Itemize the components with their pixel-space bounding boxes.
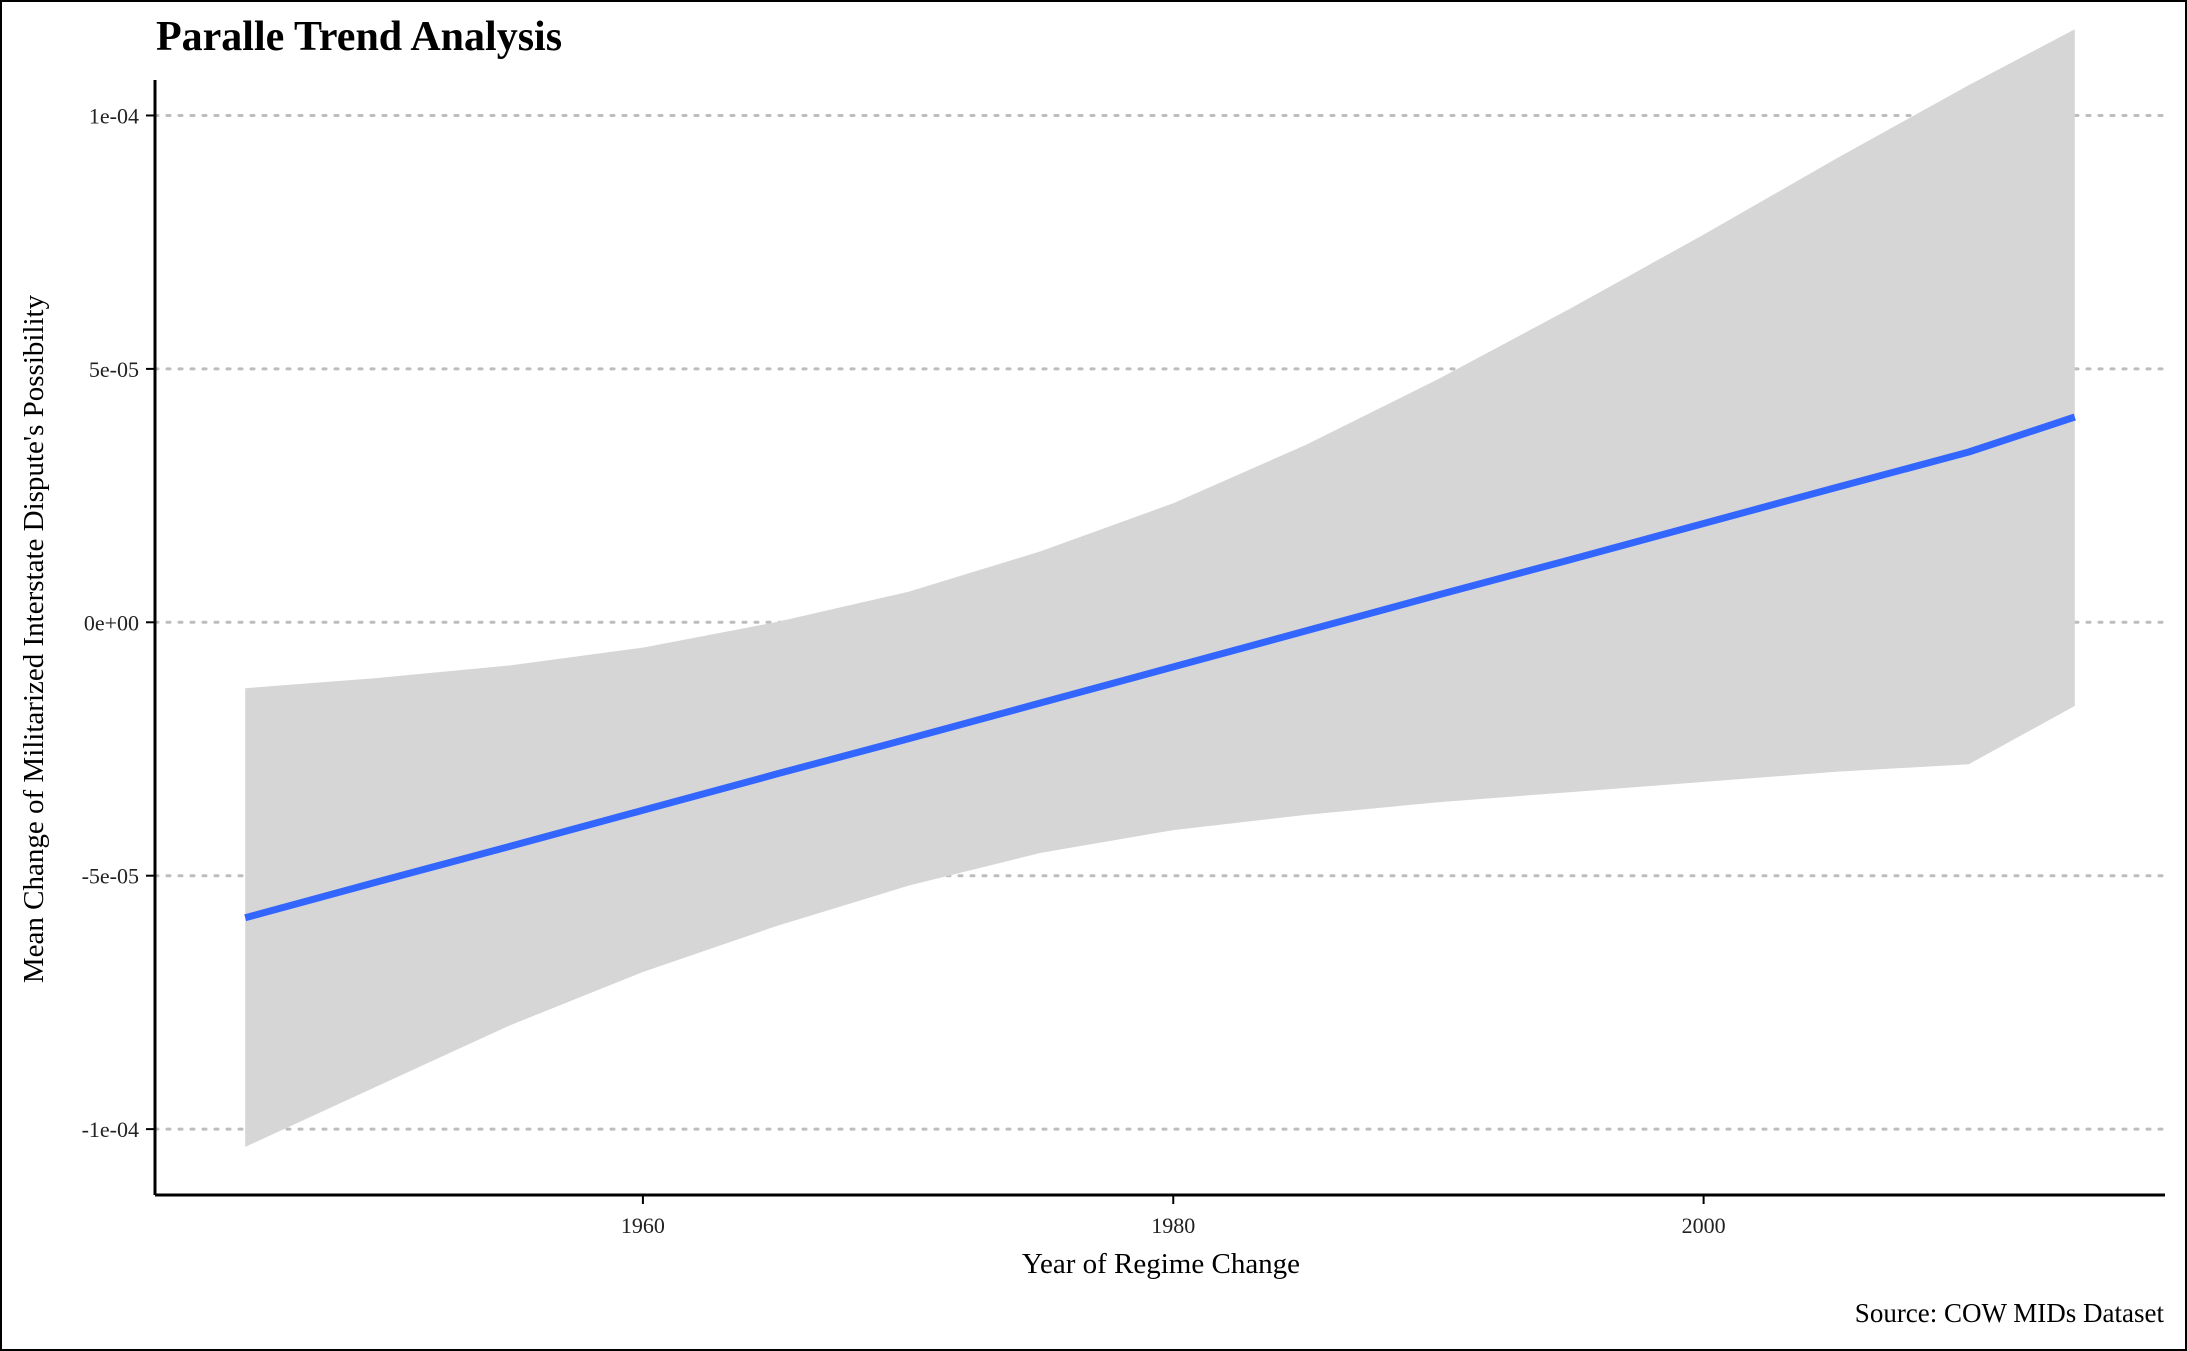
x-axis-title: Year of Regime Change [1022,1248,1300,1280]
tick-labels: -1e-04 -5e-05 0e+00 5e-05 1e-04 1960 1980 2000 [82,103,1726,1238]
y-axis-title: Mean Change of Militarized Interstate Di… [18,294,50,983]
trend-line-layer [244,413,2076,922]
source-caption: Source: COW MIDs Dataset [1855,1298,2165,1328]
chart-title: Paralle Trend Analysis [156,14,562,60]
confidence-band [245,29,2075,1147]
y-tick-label-3: 5e-05 [89,357,139,382]
y-tick-label-2: 0e+00 [84,610,139,635]
y-tick-label-0: -1e-04 [82,1117,139,1142]
x-tick-label-1: 1980 [1151,1213,1195,1238]
trend-line [244,413,2076,922]
y-tick-label-4: 1e-04 [89,103,139,128]
confidence-band-layer [245,29,2075,1147]
axes [146,80,2165,1204]
x-tick-label-2: 2000 [1682,1213,1726,1238]
y-tick-label-1: -5e-05 [82,864,139,889]
x-tick-label-0: 1960 [621,1213,665,1238]
